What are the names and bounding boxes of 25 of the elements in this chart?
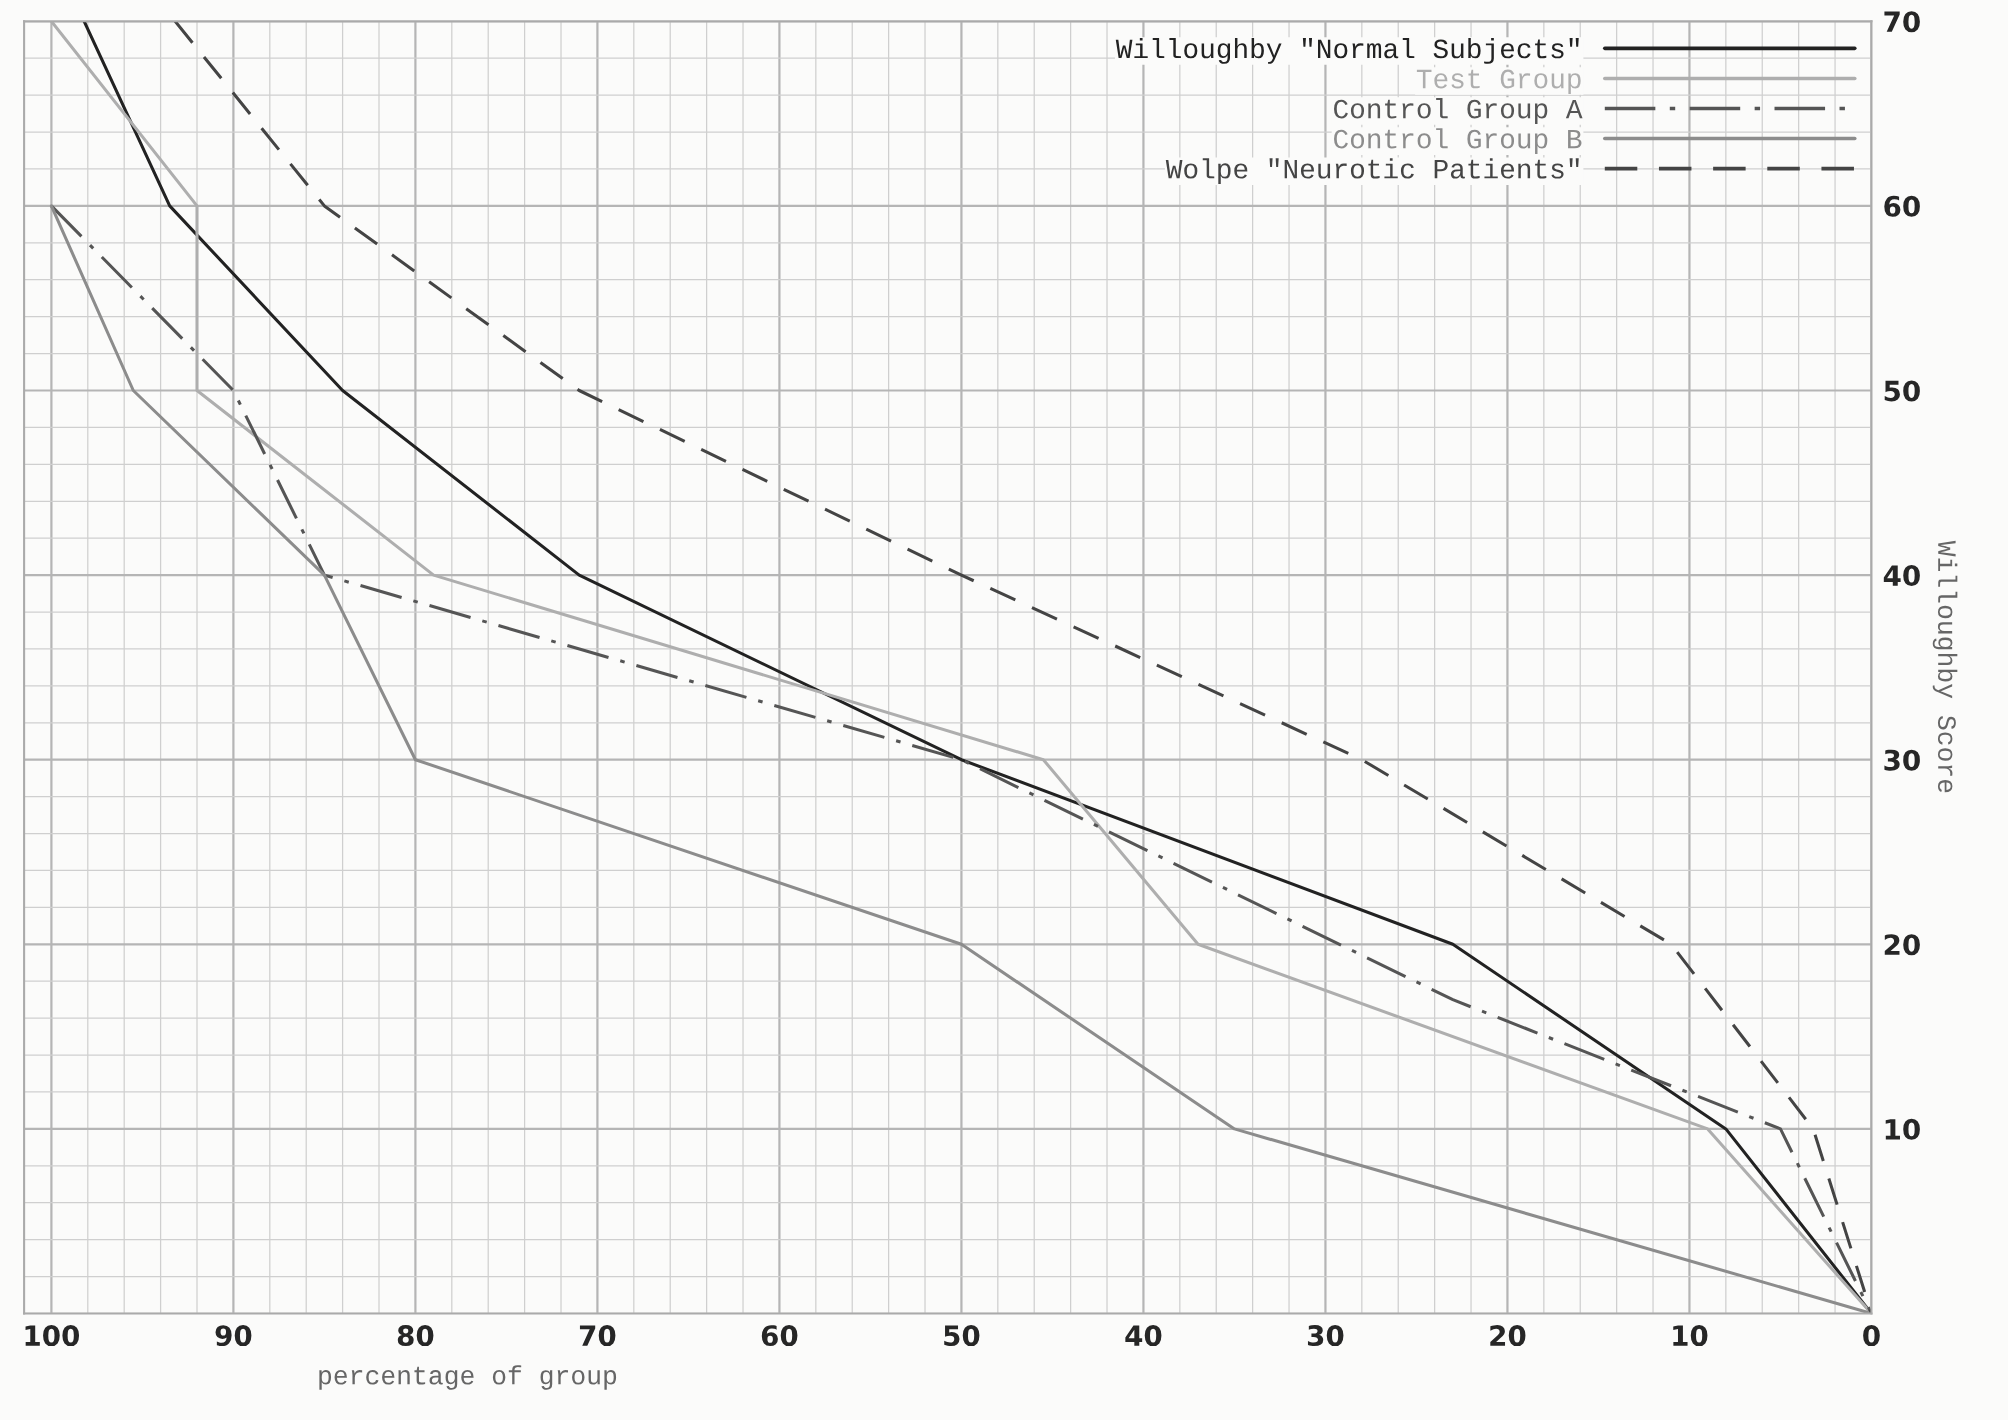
- x-axis-title: percentage of group: [319, 1365, 617, 1390]
- y-tick-label: 10: [1885, 1118, 1920, 1140]
- y-tick-label: 40: [1883, 565, 1920, 587]
- y-tick-label: 30: [1884, 749, 1920, 771]
- y-tick-label: 60: [1884, 195, 1920, 217]
- text: Willoughby "Normal Subjects": [1115, 37, 1579, 64]
- text: Control Group B: [1334, 128, 1582, 155]
- x-tick-label: 100: [25, 1325, 80, 1347]
- x-tick-label: 30: [1307, 1325, 1344, 1347]
- x-tick-label: 90: [215, 1325, 252, 1347]
- x-tick-label: 70: [579, 1325, 616, 1347]
- x-tick-label: 40: [1125, 1325, 1162, 1347]
- y-tick-label: 70: [1884, 11, 1920, 33]
- text: Wolpe "Neurotic Patients": [1165, 158, 1579, 185]
- x-tick-label: 50: [944, 1325, 980, 1347]
- x-tick-label: 80: [397, 1325, 434, 1347]
- x-tick-label: 0: [1863, 1325, 1880, 1347]
- y-tick-label: 50: [1884, 380, 1920, 402]
- y-tick-label: 20: [1884, 934, 1920, 956]
- x-tick-label: 20: [1490, 1325, 1526, 1347]
- x-tick-label: 60: [761, 1325, 798, 1347]
- text: Control Group A: [1334, 98, 1583, 124]
- y-axis-title: Willoughby Score: [1932, 540, 1958, 793]
- x-tick-label: 10: [1673, 1325, 1708, 1347]
- text: Test Group: [1416, 69, 1581, 94]
